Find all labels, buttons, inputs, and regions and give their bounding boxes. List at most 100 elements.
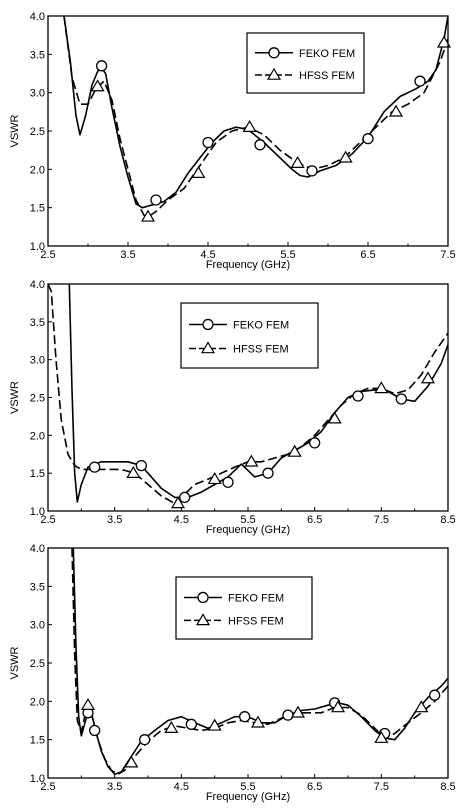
feko-marker (95, 60, 108, 72)
x-tick-label: 4.5 (200, 249, 215, 261)
legend-label: FEKO FEM (233, 319, 289, 331)
legend-triangle-icon (200, 341, 216, 354)
feko-marker (395, 393, 407, 405)
hfss-marker (420, 371, 436, 384)
hfss-marker (330, 700, 346, 713)
feko-marker (135, 459, 147, 472)
hfss-marker (191, 165, 206, 178)
hfss-marker (290, 705, 306, 718)
feko-marker (139, 734, 151, 746)
hfss-marker (414, 700, 429, 713)
y-tick-label: 1.0 (30, 241, 45, 253)
feko-marker (309, 437, 321, 449)
feko-marker (282, 709, 294, 721)
chart-panel-top: 1.0 1.5 2.0 2.5 3.0 3.5 4.0 2.5 3.5 4.5 5.5 6.5 7.5 F… (9, 11, 456, 271)
x-tick-label: 2.5 (40, 249, 55, 261)
hfss-marker (388, 104, 404, 117)
hfss-marker (90, 79, 105, 92)
legend-label: HFSS FEM (233, 344, 289, 356)
hfss-marker (374, 730, 389, 743)
x-tick-label: 3.5 (120, 249, 135, 261)
y-axis-label: VSWR (9, 114, 21, 147)
x-tick-label: 4.5 (174, 781, 189, 793)
hfss-marker (124, 755, 139, 768)
x-tick-label: 5.5 (240, 781, 255, 793)
x-tick-label: 2.5 (40, 514, 55, 526)
x-axis-label: Frequency (GHz) (206, 259, 290, 271)
feko-marker (150, 194, 162, 206)
hfss-marker (207, 472, 222, 485)
x-tick-label: 5.5 (240, 514, 255, 526)
feko-marker (89, 724, 101, 737)
y-tick-label: 2.5 (30, 126, 45, 138)
feko-marker (239, 711, 251, 723)
y-tick-label: 2.0 (30, 430, 45, 442)
legend-triangle-icon (266, 67, 282, 80)
feko-marker (262, 467, 274, 479)
y-tick-label: 4.0 (30, 11, 45, 23)
x-tick-label: 8.5 (440, 514, 455, 526)
legend-box (246, 32, 365, 94)
x-tick-label: 8.5 (440, 781, 455, 793)
y-tick-label: 2.0 (30, 164, 45, 176)
feko-marker (89, 461, 101, 473)
x-axis-label: Frequency (GHz) (206, 524, 290, 536)
feko-marker (429, 689, 441, 701)
legend-label: FEKO FEM (299, 48, 355, 60)
legend: FEKO FEM HFSS FEM (180, 302, 319, 369)
y-tick-label: 4.0 (30, 543, 45, 555)
y-tick-label: 3.0 (30, 355, 45, 367)
legend-label: HFSS FEM (228, 615, 284, 627)
y-tick-label: 3.5 (30, 317, 45, 329)
feko-marker (254, 139, 266, 151)
x-axis-label: Frequency (GHz) (206, 791, 290, 803)
hfss-marker (250, 715, 266, 728)
y-tick-label: 2.5 (30, 393, 45, 405)
legend-triangle-icon (195, 613, 211, 626)
x-tick-label: 6.5 (307, 781, 322, 793)
y-tick-label: 3.0 (30, 620, 45, 632)
feko-marker (306, 165, 318, 177)
x-tick-label: 6.5 (360, 249, 375, 261)
hfss-marker (80, 697, 96, 710)
series-line-hfss (48, 284, 448, 505)
hfss-marker (436, 35, 452, 48)
legend-label: HFSS FEM (299, 70, 355, 82)
series-line-hfss (63, 16, 448, 218)
hfss-marker (327, 411, 342, 424)
x-tick-label: 2.5 (40, 781, 55, 793)
x-tick-label: 3.5 (107, 514, 122, 526)
legend-box (175, 576, 313, 640)
y-tick-label: 3.5 (30, 581, 45, 593)
hfss-marker (374, 381, 389, 394)
feko-marker (352, 390, 364, 402)
x-tick-label: 7.5 (440, 249, 455, 261)
y-tick-label: 4.0 (30, 279, 45, 291)
feko-marker (222, 476, 234, 488)
legend-circle-icon (197, 591, 209, 604)
feko-marker (362, 133, 374, 145)
y-tick-label: 1.0 (30, 506, 45, 518)
hfss-marker (164, 720, 179, 733)
hfss-marker (287, 444, 302, 457)
hfss-marker (290, 156, 305, 168)
feko-marker (179, 491, 191, 504)
chart-panel-bottom: 1.0 1.5 2.0 2.5 3.0 3.5 4.0 2.5 3.5 4.5 5.5 6.5 7.5 8… (9, 543, 456, 803)
legend: FEKO FEM HFSS FEM (246, 32, 365, 94)
y-tick-label: 1.0 (30, 773, 45, 785)
y-tick-label: 1.5 (30, 735, 45, 747)
x-tick-label: 7.5 (374, 514, 389, 526)
y-axis-label: VSWR (9, 646, 21, 679)
legend-circle-icon (202, 318, 214, 331)
y-tick-label: 1.5 (30, 203, 45, 215)
x-tick-label: 6.5 (307, 514, 322, 526)
chart-panel-middle: 1.0 1.5 2.0 2.5 3.0 3.5 4.0 2.5 3.5 4.5 5.5 6.5 7.5 8… (9, 279, 456, 536)
hfss-marker (207, 718, 222, 731)
hfss-marker (170, 496, 186, 509)
y-tick-label: 3.5 (30, 49, 45, 61)
hfss-marker (126, 465, 141, 478)
feko-marker (202, 136, 214, 149)
y-axis-label: VSWR (9, 381, 21, 414)
hfss-marker (140, 209, 156, 222)
